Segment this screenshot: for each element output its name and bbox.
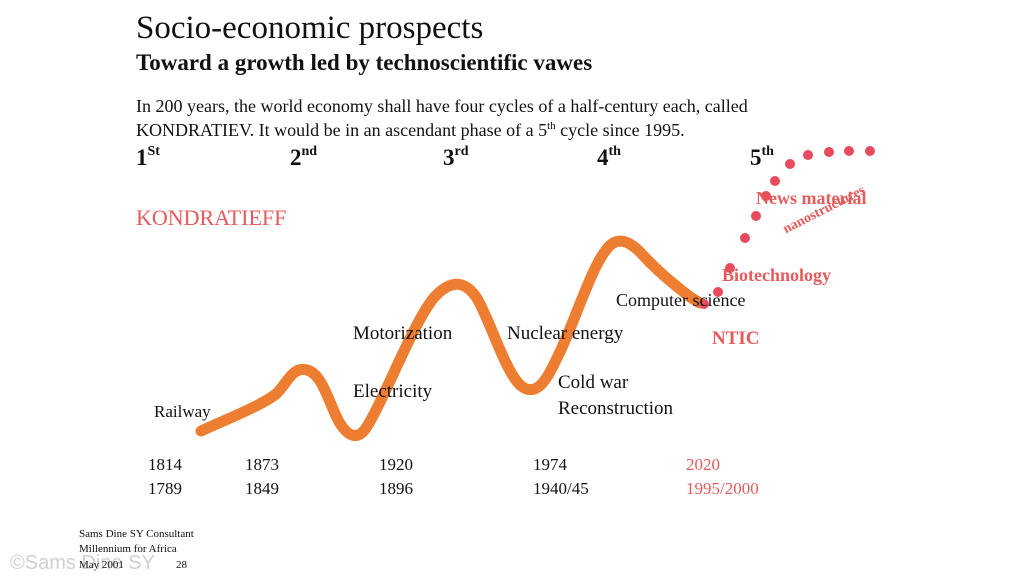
year-bottom-1: 1789 [148, 479, 182, 498]
year-top-5: 2020 [686, 455, 720, 474]
intro-line-2-sup: th [547, 120, 556, 132]
cycle-ordinal: St [147, 144, 160, 159]
cycle-label-1: 1St [136, 143, 160, 173]
cycle-label-5: 5th [750, 143, 774, 173]
year-bottom-3: 1896 [379, 479, 413, 498]
cycle-number: 1 [136, 145, 148, 170]
label-ntic: NTIC [712, 328, 760, 349]
label-computer-science: Computer science [616, 290, 746, 310]
year-top-4: 1974 [533, 455, 567, 474]
cycle-label-3: 3rd [443, 143, 469, 173]
forecast-dot [740, 233, 750, 243]
kondratieff-heading: KONDRATIEFF [136, 205, 287, 230]
intro-line-2-end: cycle since 1995. [555, 120, 685, 140]
intro-line-2: KONDRATIEV. It would be in an ascendant … [136, 119, 685, 141]
label-news-material: News material [756, 188, 867, 208]
cycle-label-2: 2nd [290, 143, 317, 173]
intro-line-2-text: KONDRATIEV. It would be in an ascendant … [136, 120, 548, 140]
label-biotechnology: Biotechnology [722, 265, 832, 285]
label-motorization: Motorization [353, 323, 453, 344]
label-nuclear-energy: Nuclear energy [507, 323, 624, 344]
year-top-2: 1873 [245, 455, 279, 474]
year-top-3: 1920 [379, 455, 413, 474]
forecast-dot [761, 191, 771, 201]
fifth-cycle-dots [699, 146, 875, 309]
kondratieff-wave-curve [195, 235, 706, 441]
cycle-ordinal: rd [454, 144, 469, 159]
cycle-number: 4 [597, 145, 609, 170]
forecast-dot [785, 159, 795, 169]
cycle-number: 3 [443, 145, 455, 170]
label-electricity: Electricity [353, 381, 433, 402]
year-bottom-4: 1940/45 [533, 479, 589, 498]
cycle-number: 2 [290, 145, 302, 170]
forecast-dot [824, 147, 834, 157]
forecast-dot [770, 176, 780, 186]
watermark: ©Sams Dine SY [10, 552, 155, 574]
footer-consultant: Sams Dine SY Consultant [79, 528, 194, 540]
forecast-dot [751, 211, 761, 221]
label-railway: Railway [154, 402, 211, 421]
page-title: Socio-economic prospects [136, 10, 484, 46]
year-bottom-5: 1995/2000 [686, 479, 759, 498]
page-number: 28 [176, 559, 187, 571]
cycle-ordinal: th [761, 144, 774, 159]
forecast-dot [865, 146, 875, 156]
page-subtitle: Toward a growth led by technoscientific … [136, 50, 593, 75]
cycle-label-4: 4th [597, 143, 621, 173]
intro-line-1: In 200 years, the world economy shall ha… [136, 96, 748, 116]
forecast-dot [725, 263, 735, 273]
label-cold-war: Cold war [558, 372, 629, 393]
footer-date: May 2001 [79, 559, 124, 571]
forecast-dot [699, 299, 709, 309]
cycle-ordinal: nd [301, 144, 318, 159]
label-reconstruction: Reconstruction [558, 398, 674, 419]
forecast-dot [803, 150, 813, 160]
year-bottom-2: 1849 [245, 479, 279, 498]
forecast-dot [713, 287, 723, 297]
forecast-dot [844, 146, 854, 156]
footer-program: Millennium for Africa [79, 543, 177, 555]
year-top-1: 1814 [148, 455, 182, 474]
cycle-number: 5 [750, 145, 762, 170]
cycle-ordinal: th [608, 144, 621, 159]
